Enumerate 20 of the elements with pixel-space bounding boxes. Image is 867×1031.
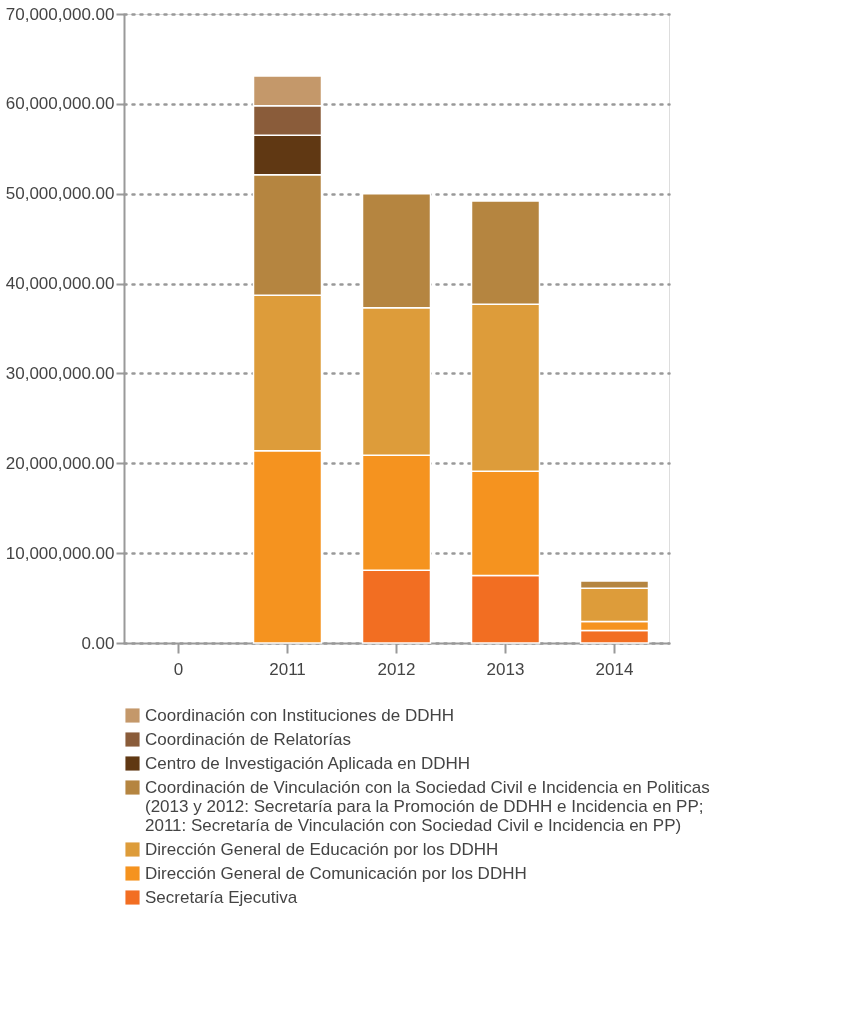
legend-label: Coordinación de Relatorías: [145, 729, 352, 749]
x-tick-label: 2011: [269, 659, 306, 679]
y-tick-label: 30,000,000.00: [5, 363, 115, 383]
legend-label: Secretaría Ejecutiva: [145, 887, 298, 907]
legend-label: Centro de Investigación Aplicada en DDHH: [145, 753, 471, 773]
legend-label: Dirección General de Comunicación por los DDHH: [145, 863, 527, 883]
y-tick-label: 70,000,000.00: [5, 4, 115, 24]
legend-label: Dirección General de Educación por los DDHH: [145, 839, 499, 859]
legend-label: Coordinación con Instituciones de DDHH: [145, 705, 454, 725]
y-tick-label: 0.00: [81, 633, 115, 653]
x-tick-label: 0: [173, 659, 184, 679]
y-tick-label: 10,000,000.00: [5, 543, 115, 563]
x-tick-label: 2012: [377, 659, 416, 679]
y-tick-label: 60,000,000.00: [5, 94, 115, 114]
x-tick-label: 2013: [486, 659, 525, 679]
y-tick-label: 50,000,000.00: [5, 184, 115, 204]
y-tick-label: 40,000,000.00: [5, 274, 115, 294]
x-tick-label: 2014: [595, 659, 634, 679]
legend-label: Coordinación de Vinculación con la Sociedad Civil e Incidencia en Politicas (2013 y 2012: Secretaría para la Promoción de DDHH e Incidencia en PP; 2011: Secretaría de Vinculación con Sociedad Civil e Incidencia en PP): [145, 777, 710, 835]
y-tick-label: 20,000,000.00: [5, 453, 115, 473]
